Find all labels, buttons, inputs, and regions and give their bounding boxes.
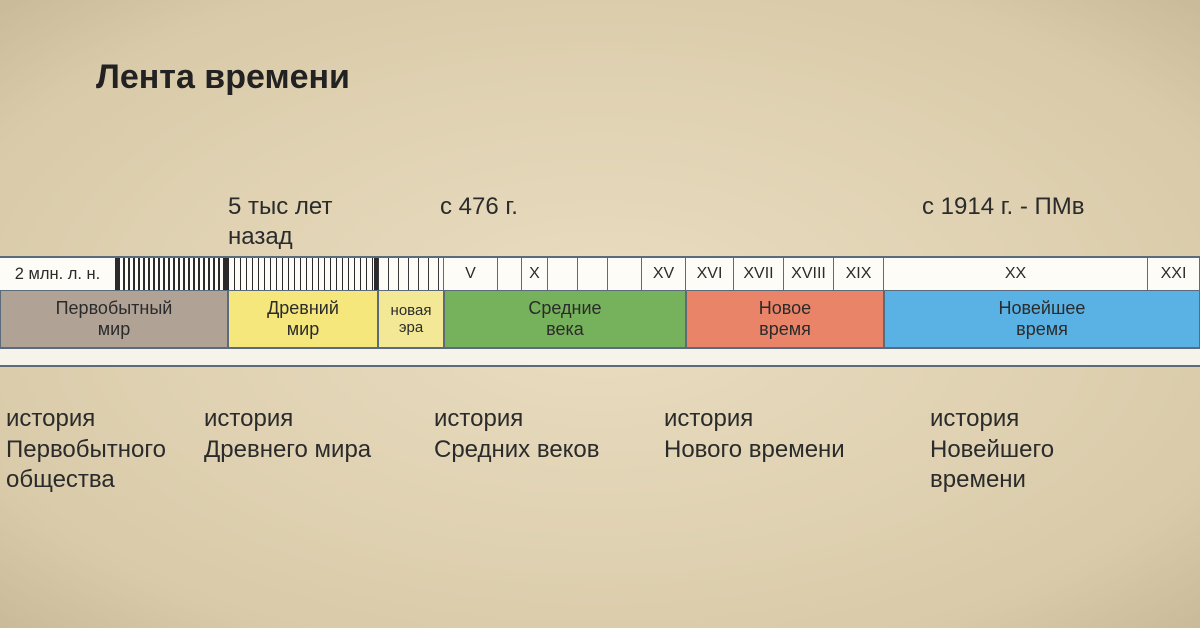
timeline-ruler: 2 млн. л. н. V X XV XVI XVII XVIII XIX XX XXI xyxy=(0,256,1200,291)
era-cell: новая эра xyxy=(378,291,444,347)
bottom-annotation: история Нового времени xyxy=(664,404,845,465)
ruler-segment xyxy=(378,258,444,290)
ruler-century-label: X xyxy=(529,265,540,283)
ruler-segment: XV xyxy=(642,258,686,290)
era-cell: Средние века xyxy=(444,291,686,347)
era-cell: Новое время xyxy=(686,291,884,347)
ruler-segment xyxy=(118,258,228,290)
ruler-segment: XVIII xyxy=(784,258,834,290)
ruler-segment: V xyxy=(444,258,498,290)
top-annotation: с 476 г. xyxy=(440,192,518,222)
era-cell: Первобытный мир xyxy=(0,291,228,347)
top-annotation: с 1914 г. - ПМв xyxy=(922,192,1085,222)
era-row: Первобытный мирДревний мирновая эраСредн… xyxy=(0,291,1200,349)
timeline-diagram: Лента времени 5 тыс лет назад с 476 г. с 1… xyxy=(0,0,1200,628)
timeline: 2 млн. л. н. V X XV XVI XVII XVIII XIX XX XXI Пер… xyxy=(0,256,1200,367)
ruler-century-label: XVIII xyxy=(791,265,826,283)
ruler-century-label: XXI xyxy=(1161,265,1187,283)
ruler-century-label: XV xyxy=(653,265,674,283)
bottom-annotation: история Средних веков xyxy=(434,404,600,465)
ruler-century-label: XVII xyxy=(743,265,773,283)
ruler-segment xyxy=(578,258,608,290)
band-below-eras xyxy=(0,349,1200,367)
era-cell: Новейшее время xyxy=(884,291,1200,347)
top-annotation: 5 тыс лет назад xyxy=(228,192,332,252)
ruler-century-label: XIX xyxy=(846,265,872,283)
ruler-century-label: XX xyxy=(1005,265,1026,283)
ruler-segment: X xyxy=(522,258,548,290)
ruler-segment: XIX xyxy=(834,258,884,290)
ruler-segment: XVII xyxy=(734,258,784,290)
era-cell: Древний мир xyxy=(228,291,378,347)
ruler-segment xyxy=(498,258,522,290)
ruler-segment: XVI xyxy=(686,258,734,290)
ruler-segment xyxy=(228,258,378,290)
ruler-century-label: XVI xyxy=(697,265,723,283)
ruler-segment: XX xyxy=(884,258,1148,290)
ruler-start-label: 2 млн. л. н. xyxy=(0,258,118,290)
bottom-annotation: история Новейшего времени xyxy=(930,404,1054,496)
page-title: Лента времени xyxy=(96,58,350,97)
bottom-annotation: история Древнего мира xyxy=(204,404,371,465)
ruler-century-label: V xyxy=(465,265,476,283)
ruler-segment xyxy=(608,258,642,290)
ruler-segment xyxy=(548,258,578,290)
bottom-annotation: история Первобытного общества xyxy=(6,404,166,496)
ruler-segment: XXI xyxy=(1148,258,1200,290)
